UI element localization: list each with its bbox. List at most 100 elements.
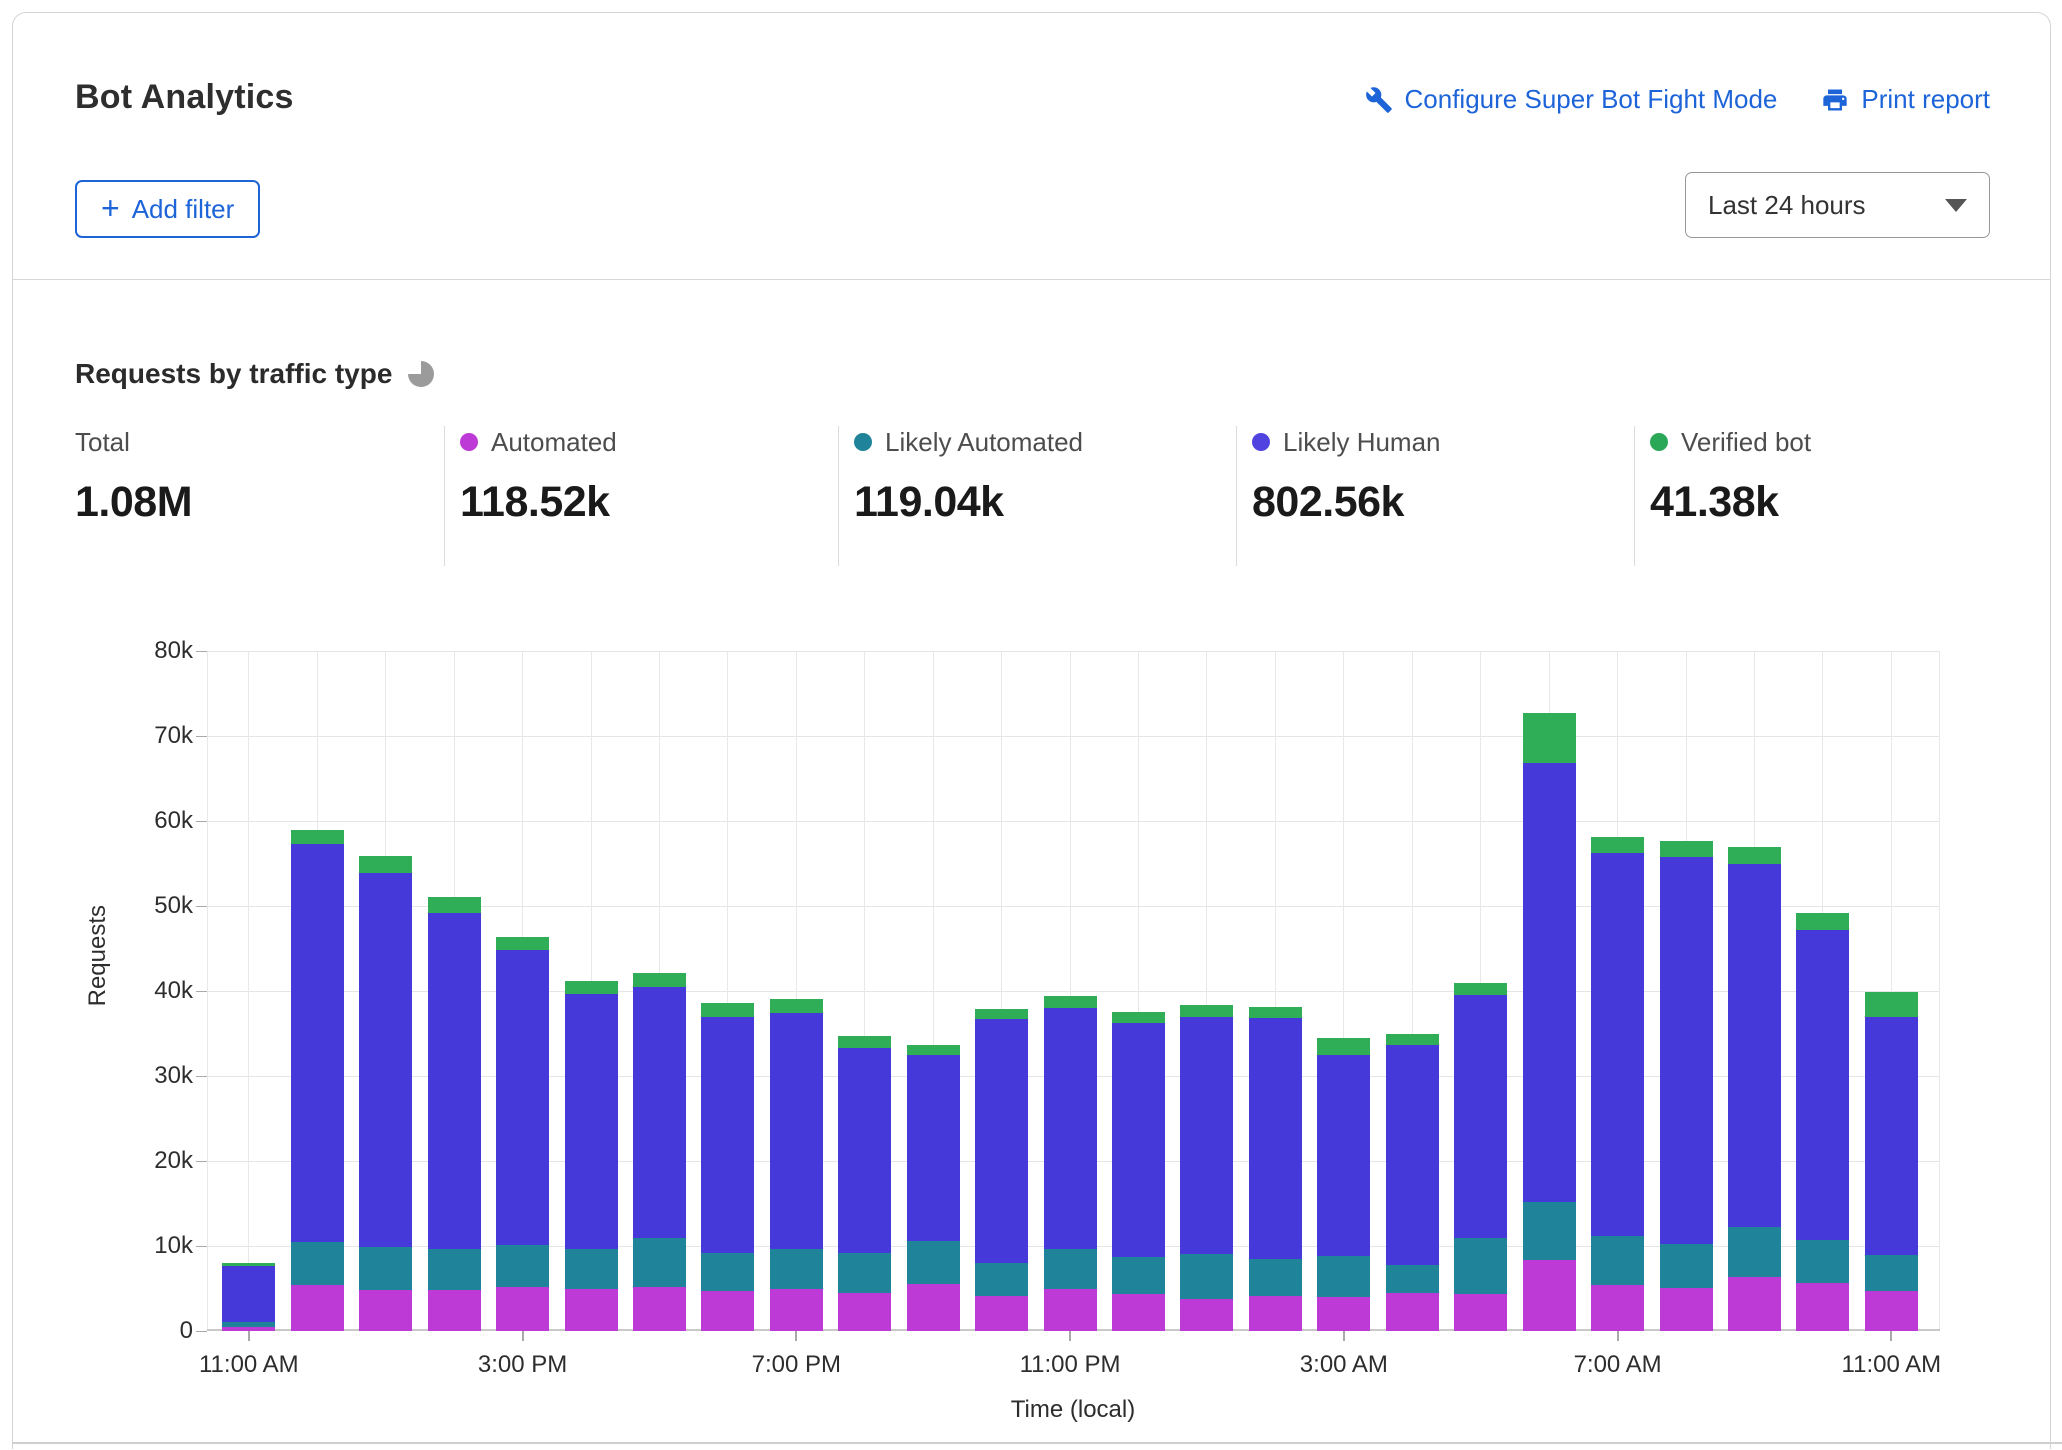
bar-segment[interactable] [427, 896, 481, 913]
bar-segment[interactable] [1385, 1033, 1439, 1046]
bar-segment[interactable] [564, 1249, 618, 1290]
bar-segment[interactable] [564, 980, 618, 995]
bar-segment[interactable] [1727, 1227, 1781, 1278]
bar-segment[interactable] [564, 1289, 618, 1331]
bar-segment[interactable] [975, 1008, 1029, 1020]
bar-segment[interactable] [975, 1263, 1029, 1297]
bar-segment[interactable] [1317, 1037, 1371, 1055]
bar-segment[interactable] [1727, 847, 1781, 865]
bar-segment[interactable] [838, 1292, 892, 1331]
bar-segment[interactable] [496, 1286, 550, 1331]
bar-segment[interactable] [1659, 1287, 1713, 1331]
bar-segment[interactable] [1317, 1054, 1371, 1257]
bar-segment[interactable] [1796, 929, 1850, 1241]
bar-segment[interactable] [1591, 1285, 1645, 1331]
bar-segment[interactable] [1385, 1264, 1439, 1293]
bar-segment[interactable] [975, 1296, 1029, 1331]
bar-segment[interactable] [1112, 1023, 1166, 1258]
bar-segment[interactable] [838, 1036, 892, 1048]
add-filter-button[interactable]: + Add filter [75, 180, 261, 238]
bar-segment[interactable] [1385, 1045, 1439, 1265]
bar-segment[interactable] [1659, 1244, 1713, 1288]
bar-segment[interactable] [1522, 1201, 1576, 1260]
bar-segment[interactable] [701, 1017, 755, 1253]
bar-segment[interactable] [1317, 1256, 1371, 1297]
bar-segment[interactable] [496, 937, 550, 951]
bar-segment[interactable] [906, 1054, 960, 1241]
bar-segment[interactable] [1591, 837, 1645, 854]
bar-segment[interactable] [1180, 1016, 1234, 1254]
time-range-dropdown[interactable]: Last 24 hours [1685, 172, 1990, 238]
bar-segment[interactable] [632, 973, 686, 987]
bar-segment[interactable] [1248, 1018, 1302, 1259]
bar-segment[interactable] [1317, 1297, 1371, 1331]
bar-segment[interactable] [1180, 1298, 1234, 1331]
bar-segment[interactable] [1180, 1005, 1234, 1017]
bar-segment[interactable] [222, 1263, 276, 1266]
bar-segment[interactable] [1522, 763, 1576, 1202]
bar-segment[interactable] [975, 1019, 1029, 1263]
bar-segment[interactable] [427, 912, 481, 1250]
bar-segment[interactable] [1659, 856, 1713, 1245]
bar-segment[interactable] [1864, 1291, 1918, 1331]
bar-segment[interactable] [1659, 841, 1713, 857]
bar-segment[interactable] [1043, 1008, 1097, 1249]
bar-segment[interactable] [906, 1240, 960, 1285]
bar-segment[interactable] [1043, 996, 1097, 1008]
bar-segment[interactable] [701, 1291, 755, 1331]
bar-segment[interactable] [838, 1252, 892, 1293]
bar-segment[interactable] [290, 1285, 344, 1331]
bar-segment[interactable] [290, 843, 344, 1242]
bar-segment[interactable] [290, 1241, 344, 1286]
bar-segment[interactable] [1454, 983, 1508, 996]
bar-segment[interactable] [1248, 1007, 1302, 1019]
bar-segment[interactable] [769, 1013, 823, 1250]
bar-segment[interactable] [701, 1002, 755, 1018]
bar-segment[interactable] [359, 855, 413, 873]
bar-segment[interactable] [1727, 864, 1781, 1228]
bar-segment[interactable] [769, 1289, 823, 1331]
bar-segment[interactable] [1522, 1259, 1576, 1331]
bar-segment[interactable] [496, 950, 550, 1246]
bar-segment[interactable] [1180, 1253, 1234, 1299]
bar-segment[interactable] [359, 1246, 413, 1291]
bar-segment[interactable] [1796, 912, 1850, 930]
bar-segment[interactable] [1591, 853, 1645, 1236]
bar-segment[interactable] [359, 872, 413, 1247]
bar-segment[interactable] [496, 1245, 550, 1287]
bar-segment[interactable] [838, 1047, 892, 1253]
bar-segment[interactable] [1454, 1293, 1508, 1331]
bar-segment[interactable] [1248, 1296, 1302, 1331]
bar-segment[interactable] [632, 986, 686, 1239]
bar-segment[interactable] [1591, 1235, 1645, 1286]
print-report-link[interactable]: Print report [1821, 84, 1990, 115]
bar-segment[interactable] [222, 1265, 276, 1322]
bar-segment[interactable] [1796, 1282, 1850, 1331]
bar-segment[interactable] [701, 1252, 755, 1292]
bar-segment[interactable] [1043, 1248, 1097, 1290]
bar-segment[interactable] [427, 1249, 481, 1291]
bar-segment[interactable] [1248, 1258, 1302, 1297]
bar-segment[interactable] [564, 994, 618, 1250]
bar-segment[interactable] [427, 1290, 481, 1331]
bar-segment[interactable] [1796, 1240, 1850, 1283]
bar-segment[interactable] [906, 1284, 960, 1331]
bar-segment[interactable] [1727, 1277, 1781, 1331]
bar-segment[interactable] [769, 998, 823, 1014]
bar-segment[interactable] [1112, 1257, 1166, 1295]
bar-segment[interactable] [359, 1290, 413, 1331]
bar-segment[interactable] [1864, 1254, 1918, 1292]
bar-segment[interactable] [769, 1249, 823, 1290]
bar-segment[interactable] [222, 1326, 276, 1331]
bar-segment[interactable] [906, 1044, 960, 1055]
configure-super-bot-fight-mode-link[interactable]: Configure Super Bot Fight Mode [1365, 84, 1777, 115]
bar-segment[interactable] [1112, 1294, 1166, 1331]
bar-segment[interactable] [1864, 991, 1918, 1017]
bar-segment[interactable] [290, 830, 344, 844]
bar-segment[interactable] [222, 1321, 276, 1327]
bar-segment[interactable] [1385, 1292, 1439, 1331]
bar-segment[interactable] [632, 1238, 686, 1287]
bar-segment[interactable] [1454, 1237, 1508, 1294]
bar-segment[interactable] [1112, 1012, 1166, 1024]
bar-segment[interactable] [1522, 713, 1576, 764]
